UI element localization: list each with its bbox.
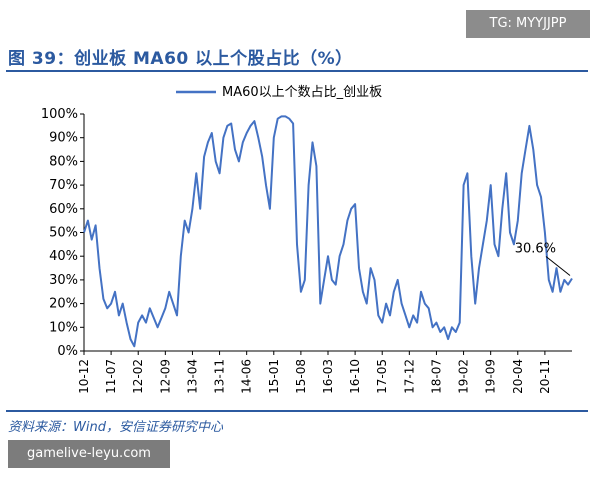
x-tick-label: 19-02 — [457, 359, 471, 394]
y-tick-label: 0% — [57, 344, 78, 359]
x-tick-label: 17-05 — [375, 359, 389, 394]
x-tick-label: 16-03 — [321, 359, 335, 394]
y-tick-label: 10% — [49, 320, 78, 335]
x-tick-label: 11-07 — [104, 359, 118, 394]
x-tick-label: 16-10 — [348, 359, 362, 394]
x-tick-label: 18-07 — [429, 359, 443, 394]
y-tick-label: 50% — [49, 226, 78, 241]
title-divider — [6, 70, 588, 72]
legend-label: MA60以上个数占比_创业板 — [222, 85, 382, 100]
chart-title: 图 39：创业板 MA60 以上个股占比（%） — [8, 49, 353, 69]
x-tick-label: 12-02 — [131, 359, 145, 394]
line-chart: 0% 10% 20% 30% 40% 50% 60% 70% 80% 90% 100% 10-12 11… — [41, 85, 573, 394]
series-line-ma60 — [83, 115, 573, 348]
y-tick-label: 90% — [49, 131, 78, 146]
annotation-leader — [545, 256, 571, 276]
y-tick-label: 100% — [41, 107, 78, 122]
x-tick-label: 17-12 — [402, 359, 416, 394]
y-tick-label: 70% — [49, 178, 78, 193]
watermark-top: TG: MYYJJPP — [466, 10, 590, 38]
x-tick-label: 15-08 — [294, 359, 308, 394]
x-tick-label: 20-04 — [511, 359, 525, 394]
x-tick-label: 13-11 — [213, 359, 227, 394]
y-tick-label: 60% — [49, 202, 78, 217]
y-tick-label: 30% — [49, 273, 78, 288]
x-tick-label: 19-09 — [484, 359, 498, 394]
y-tick-label: 80% — [49, 154, 78, 169]
y-tick-label: 20% — [49, 297, 78, 312]
x-tick-label: 14-06 — [240, 359, 254, 394]
source-note: 资料来源：Wind，安信证券研究中心 — [8, 420, 223, 435]
y-tick-label: 40% — [49, 249, 78, 264]
source-divider — [6, 410, 588, 412]
x-tick-label: 13-04 — [185, 359, 199, 394]
x-tick-label: 20-11 — [538, 359, 552, 394]
x-tick-label: 10-12 — [77, 359, 91, 394]
watermark-bottom: gamelive-leyu.com — [8, 440, 170, 468]
annotation-label: 30.6% — [515, 241, 556, 256]
x-tick-label: 15-01 — [267, 359, 281, 394]
x-tick-label: 12-09 — [158, 359, 172, 394]
